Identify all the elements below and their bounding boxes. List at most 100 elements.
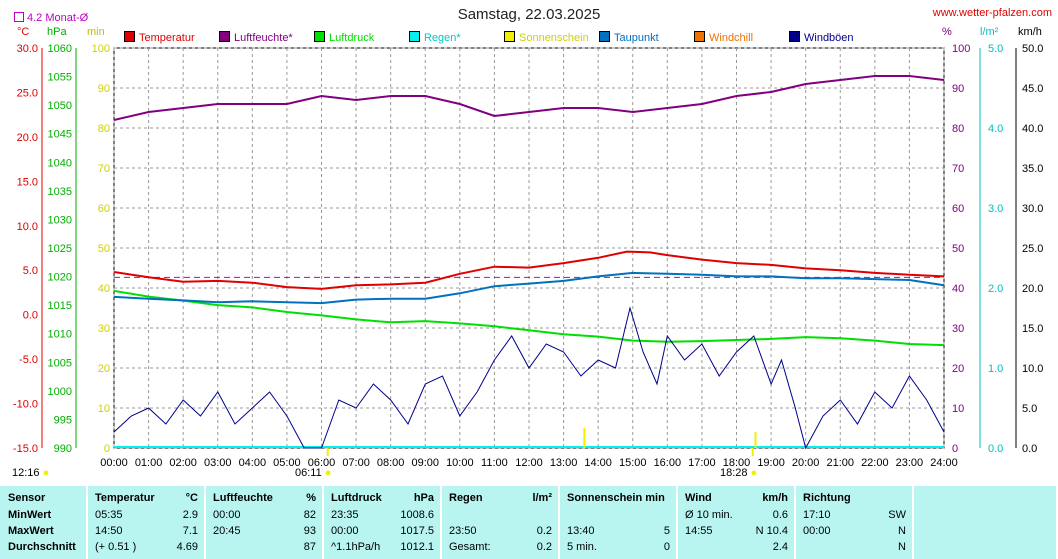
table-cell-time: 13:40 [567, 525, 595, 537]
unit-minutes: min [87, 26, 105, 38]
table-column [796, 486, 914, 559]
table-cell-value: N [898, 525, 906, 537]
x-tick-label: 13:00 [550, 457, 578, 469]
table-cell-time: 00:00 [331, 525, 359, 537]
table-header: Regen [449, 492, 483, 504]
table-cell-value: N [898, 541, 906, 553]
sun-icon: ● [747, 467, 758, 479]
legend-item-1: Luftfeuchte* [219, 31, 293, 44]
table-cell-time: 20:45 [213, 525, 241, 537]
pressure-tick-label: 1060 [48, 43, 72, 55]
table-cell-value: 1017.5 [400, 525, 434, 537]
pressure-tick-label: 1055 [48, 72, 72, 84]
wind-tick-label: 30.0 [1022, 203, 1043, 215]
chart-title: Samstag, 22.03.2025 [457, 6, 601, 23]
minutes-tick-label: 80 [98, 123, 110, 135]
chart-canvas: 00:00 01:00 02:00 03:00 04:00 05:00 06:00 07:00… [13, 43, 1044, 469]
monthly-average-text: 4.2 Monat-Ø [27, 12, 89, 24]
start-time-label: 12:16 ● [12, 467, 49, 479]
table-cell-time: Ø 10 min. [685, 509, 733, 521]
table-cell-time: 17:10 [803, 509, 831, 521]
temp-tick-label: 15.0 [17, 176, 38, 188]
series-luftdruck [113, 289, 945, 347]
x-tick-label: 19:00 [757, 457, 785, 469]
unit-pressure: hPa [47, 26, 67, 38]
wind-tick-label: 0.0 [1022, 443, 1037, 455]
legend-swatch [219, 31, 230, 42]
legend-item-3: Regen* [409, 31, 461, 44]
table-column [206, 486, 324, 559]
legend-label: Taupunkt [614, 32, 659, 44]
pressure-tick-label: 995 [54, 414, 72, 426]
table-cell-value: 93 [303, 525, 316, 537]
table-row-label: MinWert [8, 509, 52, 521]
table-column [442, 486, 560, 559]
x-tick-label: 00:00 [100, 457, 128, 469]
temp-tick-label: 5.0 [23, 265, 38, 277]
table-row-label: MaxWert [8, 525, 54, 537]
table-cell-time: 05:35 [95, 509, 123, 521]
pressure-tick-label: 1000 [48, 386, 72, 398]
table-cell-value: 4.69 [176, 541, 198, 553]
temp-tick-label: -10.0 [13, 399, 38, 411]
table-cell-time: 14:55 [685, 525, 713, 537]
table-cell-value: 2.9 [182, 509, 198, 521]
legend-swatch [124, 31, 135, 42]
source-link[interactable]: www.wetter-pfalzen.com [932, 7, 1052, 19]
x-tick-label: 11:00 [481, 457, 508, 469]
sunshine-bar [754, 432, 757, 448]
table-header: Richtung [803, 492, 851, 504]
temp-tick-label: 20.0 [17, 132, 38, 144]
series-taupunkt [113, 271, 945, 305]
table-header: Temperatur [95, 492, 155, 504]
x-tick-label: 23:00 [896, 457, 924, 469]
table-column [0, 486, 88, 559]
table-header: Sonnenschein min [567, 492, 665, 504]
legend-label: Temperatur [139, 32, 195, 44]
table-header-unit: km/h [762, 492, 788, 504]
legend-swatch [504, 31, 515, 42]
x-tick-label: 22:00 [861, 457, 889, 469]
wind-tick-label: 5.0 [1022, 403, 1037, 415]
legend-label: Luftfeuchte* [234, 32, 293, 44]
wind-tick-label: 35.0 [1022, 163, 1043, 175]
statistics-table: Sensor MinWert MaxWert Durchschnitt Temperat… [0, 486, 1058, 559]
percent-tick-label: 30 [952, 323, 964, 335]
x-tick-label: 18:00 [723, 457, 751, 469]
table-column [324, 486, 442, 559]
sunrise-text: 06:11 [295, 467, 322, 479]
temp-tick-label: 0.0 [23, 310, 38, 322]
table-cell-time: 5 min. [567, 541, 597, 553]
table-column [678, 486, 796, 559]
table-cell-time: 23:35 [331, 509, 359, 521]
series-luftfeuchte [113, 75, 945, 121]
x-tick-label: 09:00 [411, 457, 439, 469]
table-cell-time: 23:50 [449, 525, 477, 537]
legend-item-6: Windchill [694, 31, 753, 44]
pressure-tick-label: 1030 [48, 214, 72, 226]
pressure-tick-label: 1020 [48, 272, 72, 284]
wind-tick-label: 45.0 [1022, 83, 1043, 95]
checkbox-icon[interactable] [14, 12, 24, 22]
wind-tick-label: 40.0 [1022, 123, 1043, 135]
percent-tick-label: 60 [952, 203, 964, 215]
pressure-tick-label: 1045 [48, 129, 72, 141]
sunset-label: 18:28 ● [720, 467, 757, 479]
minutes-tick-label: 10 [98, 403, 110, 415]
percent-tick-label: 20 [952, 363, 964, 375]
temp-tick-label: 10.0 [17, 221, 38, 233]
percent-tick-label: 90 [952, 83, 964, 95]
table-header: Luftdruck [331, 492, 382, 504]
minutes-tick-label: 0 [104, 443, 110, 455]
percent-tick-label: 70 [952, 163, 964, 175]
temp-tick-label: 30.0 [17, 43, 38, 55]
minutes-tick-label: 60 [98, 203, 110, 215]
table-cell-time: 00:00 [803, 525, 831, 537]
table-cell-value: 82 [303, 509, 316, 521]
x-tick-label: 02:00 [169, 457, 197, 469]
table-cell-value: 1008.6 [400, 509, 434, 521]
rain-tick-label: 4.0 [988, 123, 1003, 135]
rain-tick-label: 5.0 [988, 43, 1003, 55]
minutes-tick-label: 20 [98, 363, 110, 375]
x-tick-label: 08:00 [377, 457, 405, 469]
